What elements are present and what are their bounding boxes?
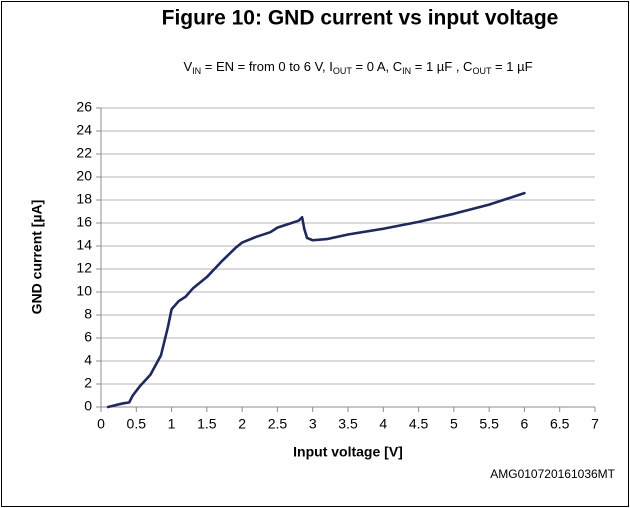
x-tick-label: 3 — [309, 416, 317, 432]
y-tick-label: 16 — [76, 214, 92, 230]
x-tick-label: 3.5 — [338, 416, 358, 432]
y-tick-label: 2 — [84, 375, 92, 391]
y-tick-label: 8 — [84, 306, 92, 322]
y-tick-label: 12 — [76, 260, 92, 276]
x-tick-label: 6 — [521, 416, 529, 432]
x-tick-label: 2.5 — [268, 416, 288, 432]
y-tick-label: 0 — [84, 398, 92, 414]
subscript: OUT — [472, 66, 492, 76]
x-tick-label: 6.5 — [550, 416, 570, 432]
subtitle-text: = 1 µF — [491, 59, 532, 74]
x-tick-label: 1.5 — [197, 416, 217, 432]
y-tick-label: 24 — [76, 122, 92, 138]
x-tick-label: 5 — [450, 416, 458, 432]
x-tick-label: 4.5 — [409, 416, 429, 432]
subtitle-text: = EN = from 0 to 6 V, I — [201, 59, 333, 74]
x-axis-label: Input voltage [V] — [293, 444, 403, 460]
y-tick-label: 18 — [76, 191, 92, 207]
chart-title: Figure 10: GND current vs input voltage — [162, 7, 559, 30]
x-tick-label: 0 — [97, 416, 105, 432]
x-tick-label: 5.5 — [479, 416, 499, 432]
subtitle-text: = 1 µF , C — [411, 59, 472, 74]
y-tick-label: 20 — [76, 168, 92, 184]
subscript: OUT — [333, 66, 353, 76]
x-tick-label: 1 — [168, 416, 176, 432]
data-line — [106, 191, 526, 409]
y-tick-label: 4 — [84, 352, 92, 368]
subscript: IN — [402, 66, 411, 76]
subtitle-text: V — [183, 59, 192, 74]
y-tick-label: 6 — [84, 329, 92, 345]
x-tick-label: 2 — [238, 416, 246, 432]
y-tick-label: 22 — [76, 145, 92, 161]
y-axis-label: GND current [µA] — [29, 200, 45, 315]
subscript: IN — [192, 66, 201, 76]
x-tick-label: 7 — [591, 416, 599, 432]
y-tick-label: 26 — [76, 99, 92, 115]
x-tick-label: 4 — [379, 416, 387, 432]
footnote: AMG010720161036MT — [490, 467, 615, 481]
y-tick-label: 10 — [76, 283, 92, 299]
y-tick-label: 14 — [76, 237, 92, 253]
chart-subtitle: VIN = EN = from 0 to 6 V, IOUT = 0 A, CI… — [183, 59, 532, 76]
x-tick-label: 0.5 — [127, 416, 147, 432]
subtitle-text: = 0 A, C — [352, 59, 402, 74]
